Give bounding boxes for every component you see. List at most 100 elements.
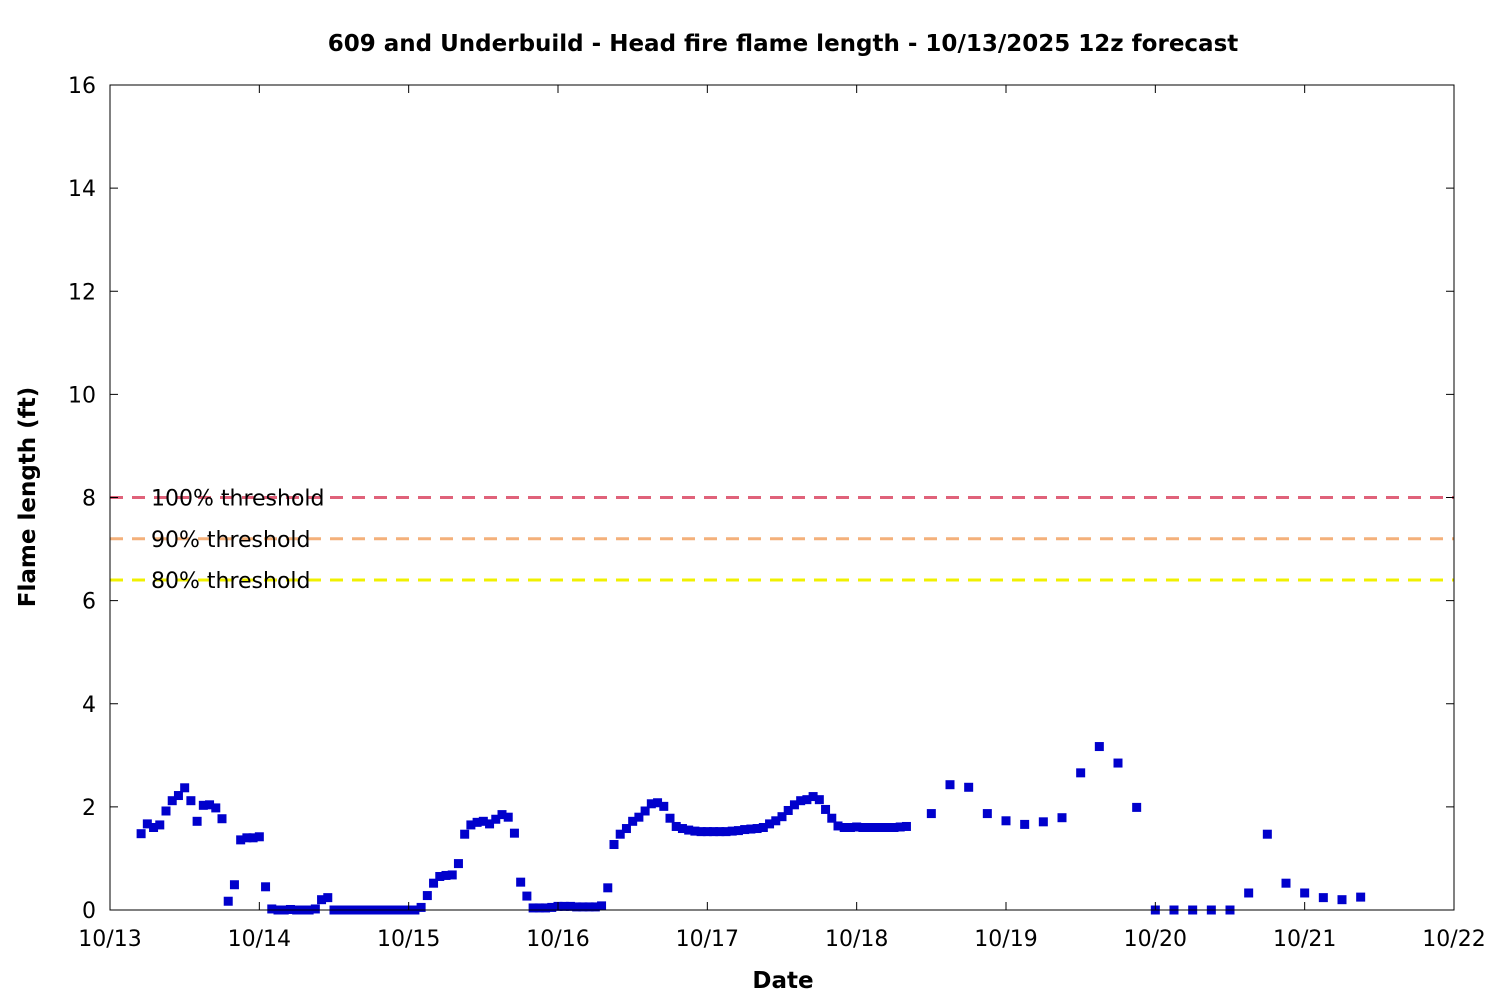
data-point [1337, 895, 1347, 905]
threshold-label: 90% threshold [151, 528, 311, 553]
y-tick-label: 4 [82, 693, 96, 718]
data-point [503, 812, 513, 822]
data-point [1244, 888, 1254, 898]
data-point [640, 806, 650, 816]
data-point [466, 820, 476, 830]
data-point [497, 810, 507, 820]
data-point [572, 902, 582, 912]
data-point [1038, 817, 1048, 827]
data-point [609, 840, 619, 850]
data-point [1094, 742, 1104, 752]
data-point [833, 821, 843, 831]
data-point [205, 800, 215, 810]
data-point [578, 902, 588, 912]
data-point [889, 823, 899, 832]
data-point [261, 882, 271, 892]
data-point [677, 824, 687, 834]
data-point [198, 800, 208, 810]
data-point [752, 824, 762, 834]
data-point [870, 823, 880, 832]
threshold-label: 80% threshold [151, 569, 311, 594]
data-point [217, 814, 227, 824]
data-point [715, 827, 725, 837]
data-points [136, 742, 1366, 915]
threshold-label: 100% threshold [151, 487, 325, 512]
data-point [895, 822, 905, 832]
data-point [435, 871, 445, 881]
data-point [858, 823, 868, 832]
data-point [702, 827, 712, 837]
data-point [982, 809, 992, 819]
data-point [765, 819, 775, 829]
x-tick-label: 10/14 [228, 927, 291, 952]
data-point [167, 796, 177, 806]
data-point [447, 870, 457, 880]
data-point [802, 795, 812, 805]
data-point [771, 816, 781, 826]
data-point [684, 825, 694, 835]
data-point [155, 820, 165, 830]
data-point [180, 783, 190, 793]
y-tick-label: 14 [68, 177, 96, 202]
data-point [789, 800, 799, 810]
data-point [590, 902, 600, 912]
data-point [1318, 893, 1328, 903]
data-point [733, 826, 743, 836]
y-tick-label: 12 [68, 280, 96, 305]
data-point [696, 827, 706, 837]
data-point [267, 904, 277, 914]
data-point [1262, 829, 1272, 839]
data-point [796, 796, 806, 806]
x-tick-label: 10/16 [526, 927, 589, 952]
data-point [814, 795, 824, 805]
data-point [665, 813, 675, 823]
x-tick-label: 10/19 [974, 927, 1037, 952]
data-point [441, 870, 451, 880]
data-point [945, 780, 955, 790]
data-point [429, 878, 439, 888]
data-point [808, 792, 818, 802]
data-point [671, 821, 681, 831]
data-point [746, 824, 756, 834]
data-point [161, 806, 171, 816]
data-point [528, 903, 538, 913]
data-point [254, 832, 264, 842]
y-axis-ticks: 0 2 4 6 8 10 12 14 16 [68, 74, 1454, 924]
data-point [192, 816, 202, 826]
data-point [584, 902, 594, 912]
data-point [1300, 888, 1310, 898]
y-axis-label: Flame length (ft) [15, 387, 41, 607]
data-point [690, 826, 700, 836]
data-point [659, 801, 669, 811]
data-point [186, 796, 196, 806]
data-point [416, 902, 426, 912]
data-point [547, 902, 557, 912]
y-tick-label: 16 [68, 74, 96, 99]
data-point [615, 829, 625, 839]
data-point [173, 791, 183, 801]
data-point [628, 816, 638, 826]
data-point [727, 826, 737, 836]
y-tick-label: 0 [82, 899, 96, 924]
data-point [603, 883, 613, 893]
x-tick-label: 10/22 [1422, 927, 1485, 952]
x-tick-label: 10/21 [1273, 927, 1336, 952]
data-point [901, 821, 911, 831]
x-tick-label: 10/17 [676, 927, 739, 952]
data-point [460, 829, 470, 839]
data-point [740, 825, 750, 835]
y-tick-label: 8 [82, 487, 96, 512]
data-point [709, 827, 719, 837]
data-point [883, 823, 893, 832]
data-point [852, 822, 862, 832]
data-point [248, 833, 258, 843]
data-point [1001, 816, 1011, 826]
data-point [1020, 819, 1030, 829]
data-point [522, 891, 532, 901]
data-point [653, 798, 663, 808]
x-tick-label: 10/15 [377, 927, 440, 952]
data-point [964, 782, 974, 792]
x-tick-label: 10/13 [78, 927, 141, 952]
x-axis-label: Date [752, 968, 813, 994]
data-point [864, 823, 874, 832]
